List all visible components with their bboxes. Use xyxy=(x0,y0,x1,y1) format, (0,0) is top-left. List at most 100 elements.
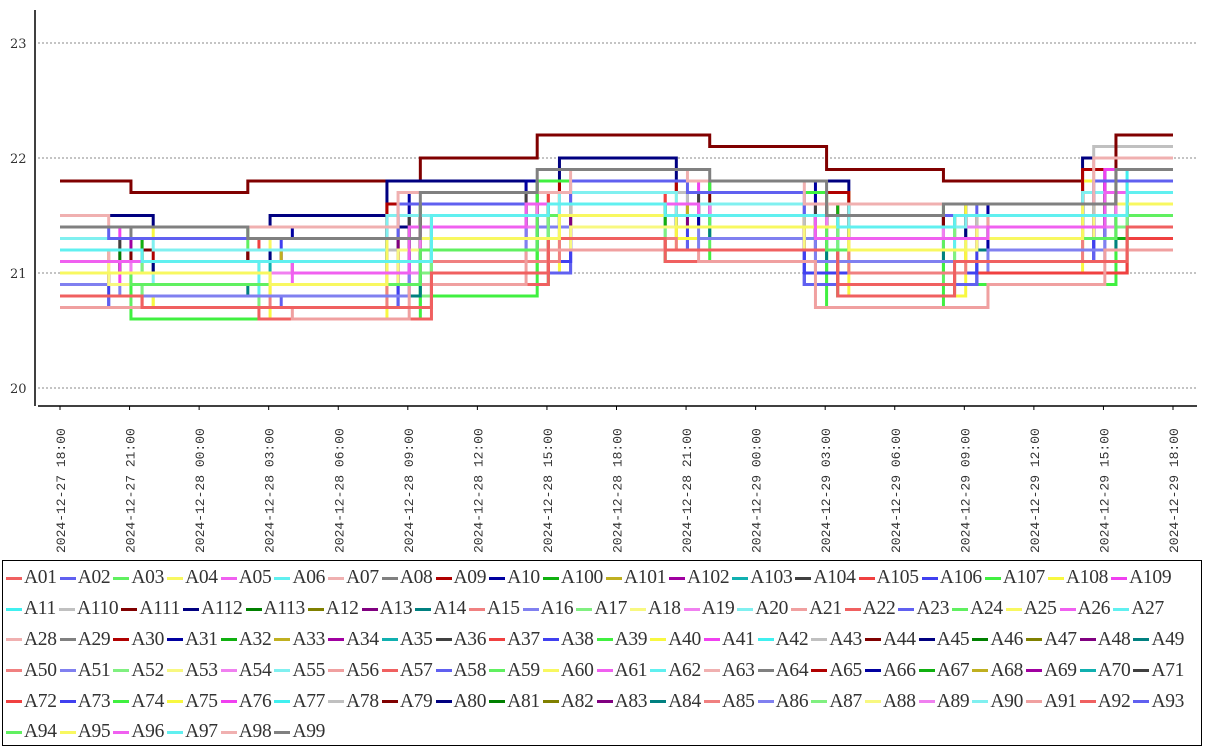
legend-item-A68[interactable]: A68 xyxy=(972,655,1023,686)
legend-item-A93[interactable]: A93 xyxy=(1133,686,1184,717)
legend-item-A69[interactable]: A69 xyxy=(1026,655,1077,686)
legend-item-A45[interactable]: A45 xyxy=(918,625,970,656)
legend-item-A57[interactable]: A57 xyxy=(381,655,433,686)
legend-item-A56[interactable]: A56 xyxy=(328,655,379,686)
legend-item-A02[interactable]: A02 xyxy=(59,563,111,594)
legend-item-A107[interactable]: A107 xyxy=(984,563,1045,594)
legend-item-A75[interactable]: A75 xyxy=(167,686,218,717)
legend-item-A01[interactable]: A01 xyxy=(6,563,57,594)
legend-item-A28[interactable]: A28 xyxy=(6,625,57,656)
legend-item-A53[interactable]: A53 xyxy=(167,655,218,686)
legend-item-A24[interactable]: A24 xyxy=(952,594,1003,625)
legend-item-A65[interactable]: A65 xyxy=(811,655,862,686)
legend-item-A97[interactable]: A97 xyxy=(167,717,218,748)
legend-item-A90[interactable]: A90 xyxy=(972,686,1023,717)
legend-item-A104[interactable]: A104 xyxy=(795,563,856,594)
legend-item-A79[interactable]: A79 xyxy=(381,686,433,717)
legend-item-A26[interactable]: A26 xyxy=(1059,594,1111,625)
legend-item-A105[interactable]: A105 xyxy=(858,563,919,594)
legend-item-A06[interactable]: A06 xyxy=(274,563,325,594)
legend-item-A39[interactable]: A39 xyxy=(596,625,648,656)
legend-item-A63[interactable]: A63 xyxy=(703,655,755,686)
legend-item-A72[interactable]: A72 xyxy=(6,686,57,717)
legend-item-A58[interactable]: A58 xyxy=(435,655,486,686)
legend-item-A82[interactable]: A82 xyxy=(542,686,594,717)
legend-item-A110[interactable]: A110 xyxy=(58,594,119,625)
legend-item-A11[interactable]: A11 xyxy=(6,594,56,625)
legend-item-A47[interactable]: A47 xyxy=(1026,625,1077,656)
legend-item-A71[interactable]: A71 xyxy=(1133,655,1184,686)
legend-item-A05[interactable]: A05 xyxy=(220,563,272,594)
legend-item-A27[interactable]: A27 xyxy=(1113,594,1164,625)
legend-item-A89[interactable]: A89 xyxy=(918,686,970,717)
legend-item-A23[interactable]: A23 xyxy=(898,594,949,625)
legend-item-A94[interactable]: A94 xyxy=(6,717,57,748)
legend-item-A80[interactable]: A80 xyxy=(435,686,486,717)
legend-item-A07[interactable]: A07 xyxy=(328,563,379,594)
legend-item-A16[interactable]: A16 xyxy=(522,594,574,625)
legend-item-A15[interactable]: A15 xyxy=(468,594,520,625)
legend-item-A106[interactable]: A106 xyxy=(921,563,982,594)
legend-item-A44[interactable]: A44 xyxy=(865,625,916,656)
legend-item-A54[interactable]: A54 xyxy=(220,655,272,686)
legend-item-A43[interactable]: A43 xyxy=(811,625,862,656)
legend-item-A31[interactable]: A31 xyxy=(167,625,218,656)
legend-item-A59[interactable]: A59 xyxy=(489,655,540,686)
legend-item-A95[interactable]: A95 xyxy=(59,717,111,748)
legend-item-A08[interactable]: A08 xyxy=(381,563,433,594)
legend-item-A112[interactable]: A112 xyxy=(183,594,243,625)
legend-item-A14[interactable]: A14 xyxy=(415,594,466,625)
legend-item-A87[interactable]: A87 xyxy=(811,686,862,717)
legend-item-A30[interactable]: A30 xyxy=(113,625,164,656)
legend-item-A84[interactable]: A84 xyxy=(650,686,701,717)
legend-item-A108[interactable]: A108 xyxy=(1048,563,1108,594)
legend-item-A03[interactable]: A03 xyxy=(113,563,164,594)
legend-item-A96[interactable]: A96 xyxy=(113,717,164,748)
legend-item-A49[interactable]: A49 xyxy=(1133,625,1184,656)
legend-item-A102[interactable]: A102 xyxy=(669,563,730,594)
legend-item-A37[interactable]: A37 xyxy=(489,625,540,656)
legend-item-A101[interactable]: A101 xyxy=(606,563,666,594)
legend-item-A48[interactable]: A48 xyxy=(1079,625,1131,656)
legend-item-A73[interactable]: A73 xyxy=(59,686,111,717)
legend-item-A10[interactable]: A10 xyxy=(489,563,540,594)
legend-item-A17[interactable]: A17 xyxy=(576,594,627,625)
legend-item-A109[interactable]: A109 xyxy=(1111,563,1172,594)
legend-item-A74[interactable]: A74 xyxy=(113,686,164,717)
legend-item-A113[interactable]: A113 xyxy=(245,594,305,625)
legend-item-A60[interactable]: A60 xyxy=(542,655,594,686)
legend-item-A64[interactable]: A64 xyxy=(757,655,809,686)
legend-item-A61[interactable]: A61 xyxy=(596,655,648,686)
legend-item-A88[interactable]: A88 xyxy=(865,686,916,717)
legend-item-A41[interactable]: A41 xyxy=(703,625,755,656)
legend-item-A36[interactable]: A36 xyxy=(435,625,486,656)
legend-item-A12[interactable]: A12 xyxy=(307,594,359,625)
legend-item-A86[interactable]: A86 xyxy=(757,686,809,717)
legend-item-A04[interactable]: A04 xyxy=(167,563,218,594)
legend-item-A50[interactable]: A50 xyxy=(6,655,57,686)
legend-item-A62[interactable]: A62 xyxy=(650,655,701,686)
legend-item-A70[interactable]: A70 xyxy=(1079,655,1131,686)
legend-item-A33[interactable]: A33 xyxy=(274,625,325,656)
legend-item-A67[interactable]: A67 xyxy=(918,655,970,686)
legend-item-A22[interactable]: A22 xyxy=(844,594,896,625)
legend-item-A51[interactable]: A51 xyxy=(59,655,111,686)
legend-item-A40[interactable]: A40 xyxy=(650,625,701,656)
legend-item-A100[interactable]: A100 xyxy=(542,563,603,594)
legend-item-A34[interactable]: A34 xyxy=(328,625,379,656)
legend-item-A91[interactable]: A91 xyxy=(1026,686,1077,717)
legend-item-A38[interactable]: A38 xyxy=(542,625,594,656)
legend-item-A78[interactable]: A78 xyxy=(328,686,379,717)
legend-item-A52[interactable]: A52 xyxy=(113,655,164,686)
legend-item-A98[interactable]: A98 xyxy=(220,717,272,748)
legend-item-A35[interactable]: A35 xyxy=(381,625,433,656)
legend-item-A103[interactable]: A103 xyxy=(732,563,793,594)
legend-item-A77[interactable]: A77 xyxy=(274,686,325,717)
legend-item-A20[interactable]: A20 xyxy=(737,594,788,625)
legend-item-A13[interactable]: A13 xyxy=(361,594,413,625)
legend-item-A18[interactable]: A18 xyxy=(630,594,681,625)
legend-item-A76[interactable]: A76 xyxy=(220,686,272,717)
legend-item-A81[interactable]: A81 xyxy=(489,686,540,717)
legend-item-A111[interactable]: A111 xyxy=(121,594,180,625)
legend-item-A46[interactable]: A46 xyxy=(972,625,1023,656)
